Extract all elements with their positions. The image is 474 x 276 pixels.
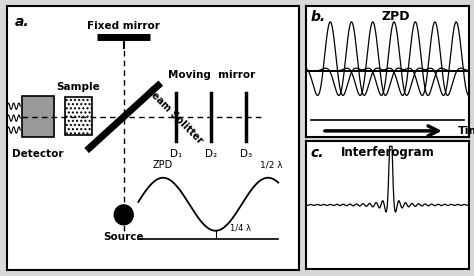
Text: b.: b. — [310, 10, 326, 25]
Text: ZPD: ZPD — [382, 10, 410, 23]
Bar — [22, 95, 54, 137]
Text: a.: a. — [14, 15, 29, 29]
Text: Time: Time — [458, 126, 474, 136]
Text: Detector: Detector — [12, 148, 64, 159]
Text: D₃: D₃ — [240, 148, 252, 159]
Text: Interferogram: Interferogram — [341, 146, 434, 159]
Text: Source: Source — [103, 232, 144, 242]
Text: D₁: D₁ — [170, 148, 182, 159]
Text: Fixed mirror: Fixed mirror — [87, 21, 160, 31]
Text: ZPD: ZPD — [153, 160, 173, 170]
Text: Sample: Sample — [57, 82, 100, 92]
Text: c.: c. — [310, 146, 324, 160]
Ellipse shape — [114, 205, 133, 225]
Text: D₂: D₂ — [205, 148, 217, 159]
Text: Moving  mirror: Moving mirror — [167, 70, 255, 80]
Text: Beam Splitter: Beam Splitter — [144, 84, 205, 145]
Text: 1/2 λ: 1/2 λ — [260, 161, 282, 170]
Text: 1/4 λ: 1/4 λ — [230, 224, 251, 233]
Bar — [65, 97, 91, 135]
